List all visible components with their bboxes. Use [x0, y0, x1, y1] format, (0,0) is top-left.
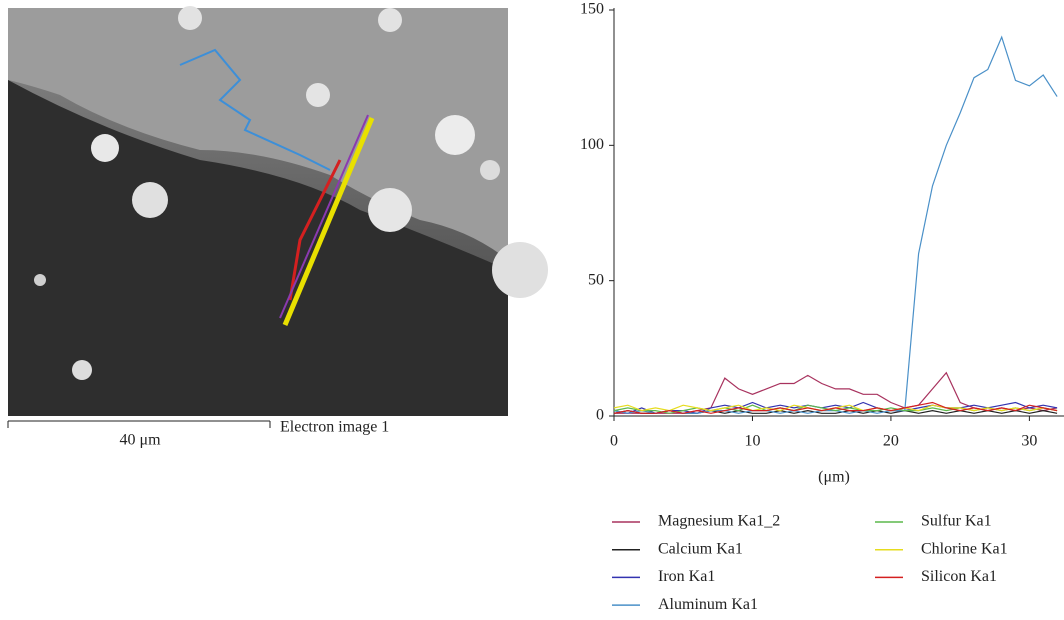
- electron-image: [8, 6, 548, 416]
- y-tick-label: 150: [580, 1, 604, 18]
- legend-label: Iron Ka1: [658, 568, 715, 585]
- series-line: [614, 37, 1057, 413]
- scale-bar: [8, 421, 270, 428]
- x-tick-label: 20: [883, 433, 899, 450]
- legend-label: Calcium Ka1: [658, 540, 743, 557]
- y-tick-label: 0: [596, 407, 604, 424]
- y-tick-label: 50: [588, 271, 604, 288]
- x-axis-label: (μm): [818, 469, 850, 486]
- y-tick-label: 100: [580, 136, 604, 153]
- x-tick-label: 30: [1021, 433, 1037, 450]
- x-tick-label: 10: [744, 433, 760, 450]
- legend-label: Magnesium Ka1_2: [658, 513, 780, 530]
- legend-label: Aluminum Ka1: [658, 596, 758, 613]
- legend-label: Silicon Ka1: [921, 568, 997, 585]
- scale-bar-label: 40 μm: [119, 432, 161, 449]
- figure: 40 μm Electron image 1 0 50 100 150 0 10 20 30 (…: [0, 0, 1064, 620]
- legend-label: Chlorine Ka1: [921, 540, 1008, 557]
- x-tick-label: 0: [610, 433, 618, 450]
- legend-label: Sulfur Ka1: [921, 513, 992, 530]
- image-caption: Electron image 1: [280, 419, 389, 436]
